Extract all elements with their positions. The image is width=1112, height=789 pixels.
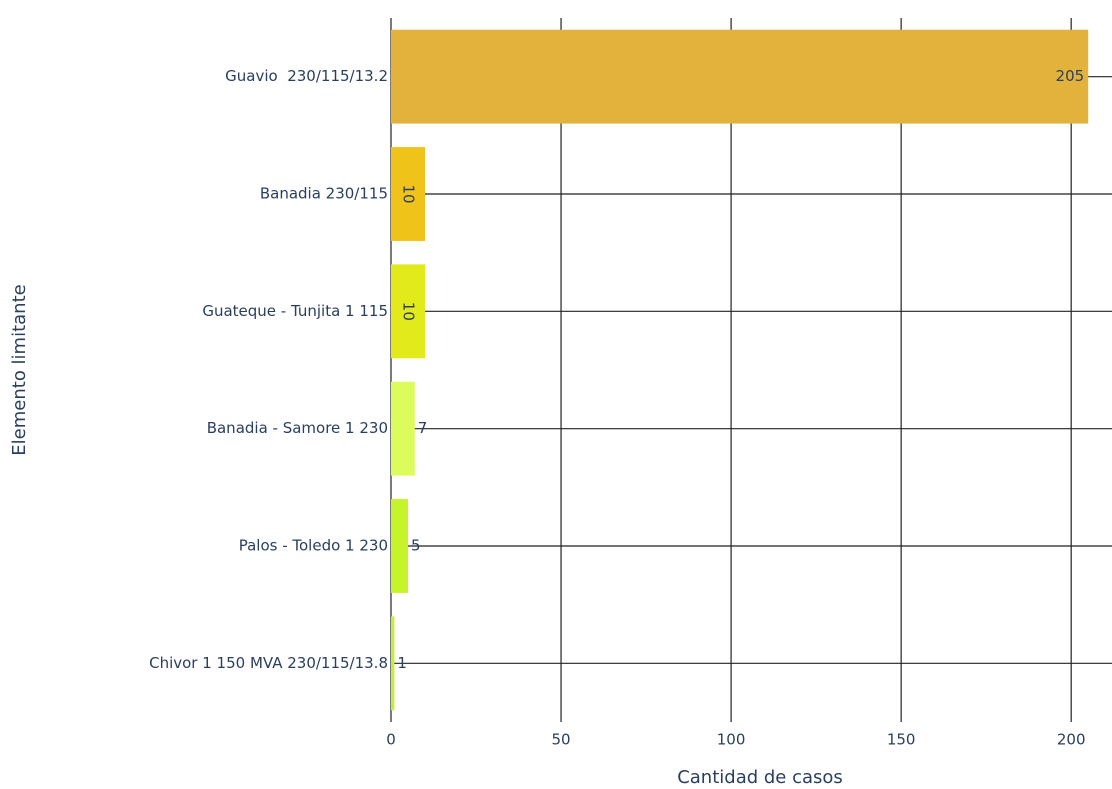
bar bbox=[391, 147, 426, 241]
x-tick-label: 200 bbox=[1057, 731, 1086, 749]
x-tick-label: 50 bbox=[552, 731, 571, 749]
bar bbox=[391, 381, 415, 476]
bar bbox=[391, 499, 409, 593]
x-tick-label: 150 bbox=[887, 731, 916, 749]
bar bbox=[391, 264, 426, 359]
value-label: 1 bbox=[397, 654, 407, 672]
value-label: 10 bbox=[400, 184, 418, 203]
bar bbox=[391, 29, 1089, 124]
y-tick-label: Banadia 230/115 bbox=[260, 185, 388, 203]
value-label: 7 bbox=[418, 419, 428, 437]
y-tick-label: Chivor 1 150 MVA 230/115/13.8 bbox=[149, 654, 388, 672]
y-tick-label: Banadia - Samore 1 230 bbox=[207, 419, 388, 437]
y-tick-label: Palos - Toledo 1 230 bbox=[239, 537, 388, 555]
y-tick-label: Guateque - Tunjita 1 115 bbox=[202, 302, 388, 320]
y-tick-label: Guavio 230/115/13.2 bbox=[225, 67, 388, 85]
value-label: 10 bbox=[400, 302, 418, 321]
y-axis-title: Elemento limitante bbox=[9, 284, 30, 455]
x-tick-label: 0 bbox=[386, 731, 396, 749]
value-label: 5 bbox=[411, 537, 421, 555]
value-label: 205 bbox=[1056, 67, 1085, 85]
x-tick-label: 100 bbox=[717, 731, 746, 749]
bar bbox=[391, 616, 395, 711]
x-axis-title: Cantidad de casos bbox=[677, 767, 843, 788]
